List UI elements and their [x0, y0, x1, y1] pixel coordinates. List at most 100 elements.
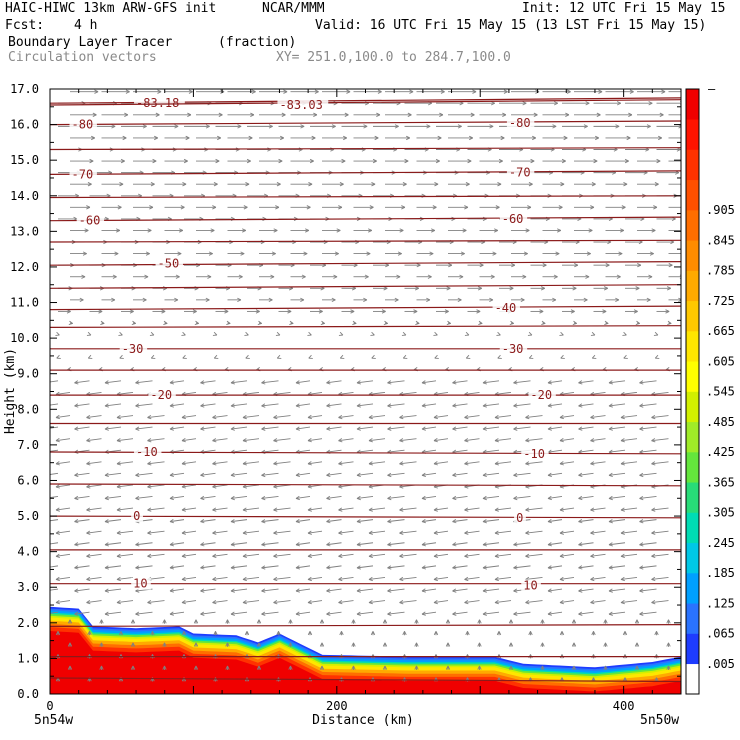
wind-vector — [261, 519, 279, 524]
wind-vector — [104, 519, 122, 524]
wind-vector — [479, 135, 505, 141]
wind-vector — [133, 205, 154, 210]
wind-vector — [637, 251, 654, 256]
wind-vector — [415, 320, 420, 325]
wind-vector — [590, 438, 606, 443]
wind-vector — [200, 403, 216, 408]
wind-vector — [307, 414, 323, 420]
wind-vector — [547, 542, 563, 547]
tracer-band — [50, 631, 681, 694]
wind-vector — [290, 251, 308, 256]
wind-vector — [368, 530, 386, 535]
wind-vector — [150, 631, 155, 636]
wind-vector — [528, 354, 534, 359]
wind-vector — [135, 611, 153, 616]
wind-vector — [212, 600, 228, 605]
wind-vector — [399, 414, 417, 420]
wind-vector — [605, 158, 629, 164]
wind-vector — [181, 507, 197, 512]
wind-vector — [525, 553, 543, 559]
wind-vector — [414, 665, 419, 670]
wind-vector — [433, 599, 449, 605]
wind-vector — [351, 619, 356, 624]
wind-vector — [55, 414, 71, 420]
colorbar-swatch — [686, 482, 699, 513]
wind-vector — [668, 160, 681, 162]
wind-vector — [508, 642, 514, 647]
wind-vector — [89, 309, 103, 314]
wind-vector — [74, 495, 90, 501]
forecast-label: Fcst: — [5, 18, 45, 33]
wind-vector — [86, 530, 102, 535]
isotherm-label: -60 — [502, 212, 524, 226]
x-tick-label: 0 — [46, 699, 53, 713]
wind-vector — [121, 124, 147, 129]
wind-vector — [307, 530, 323, 535]
valid-time: Valid: 16 UTC Fri 15 May 15 (13 LST Fri … — [315, 18, 707, 33]
wind-vector — [559, 331, 564, 336]
wind-vector — [295, 403, 311, 408]
wind-vector — [104, 542, 122, 547]
org-label: NCAR/MMM — [262, 1, 325, 16]
wind-vector — [353, 89, 382, 94]
wind-vector — [307, 438, 323, 443]
wind-vector — [625, 309, 638, 314]
wind-vector — [116, 507, 134, 512]
colorbar-swatch — [686, 512, 699, 544]
colorbar-swatch — [686, 331, 699, 362]
wind-vector — [464, 331, 470, 336]
wind-vector — [261, 380, 279, 385]
wind-vector — [130, 619, 136, 624]
wind-vector — [479, 228, 499, 233]
isotherm-line — [50, 147, 681, 151]
wind-vector — [590, 507, 606, 512]
wind-vector — [482, 542, 500, 547]
wind-vector — [433, 507, 449, 512]
wind-vector — [513, 495, 531, 501]
wind-vector — [133, 89, 162, 94]
wind-vector — [225, 642, 230, 647]
wind-vector — [399, 530, 417, 535]
wind-vector — [147, 600, 165, 605]
wind-vector — [164, 297, 179, 303]
wind-vector — [445, 642, 451, 647]
wind-vector — [590, 600, 606, 605]
wind-vector — [402, 631, 407, 636]
wind-vector — [559, 576, 575, 582]
wind-vector — [227, 274, 243, 279]
isotherm-label: -10 — [136, 445, 158, 459]
wind-vector — [433, 414, 449, 420]
isotherm-label: -70 — [72, 167, 94, 181]
wind-vector — [387, 565, 405, 570]
wind-vector — [307, 553, 323, 558]
wind-vector — [368, 600, 386, 605]
wind-vector — [196, 89, 225, 94]
wind-vector — [130, 665, 136, 670]
wind-vector — [353, 158, 377, 164]
wind-vector — [448, 112, 475, 117]
wind-vector — [605, 205, 626, 210]
wind-vector — [542, 274, 558, 279]
wind-vector — [465, 354, 471, 359]
wind-vector — [295, 611, 311, 616]
wind-vector — [193, 642, 199, 647]
wind-vector — [135, 472, 153, 478]
wind-vector — [479, 251, 497, 256]
wind-vector — [181, 530, 197, 535]
wind-vector — [181, 576, 197, 582]
wind-vector — [164, 274, 180, 279]
wind-vector — [99, 665, 104, 670]
wind-vector — [273, 600, 291, 605]
wind-vector — [464, 414, 480, 420]
wind-vector — [295, 495, 311, 501]
wind-vector — [295, 588, 311, 593]
wind-vector — [622, 331, 627, 336]
wind-vector — [494, 438, 512, 443]
wind-vector — [147, 507, 165, 512]
wind-vector — [70, 228, 89, 233]
isotherm-label: -50 — [158, 256, 180, 270]
wind-vector — [639, 519, 657, 524]
wind-vector — [164, 228, 184, 233]
wind-vector — [511, 135, 537, 141]
wind-vector — [200, 472, 216, 478]
